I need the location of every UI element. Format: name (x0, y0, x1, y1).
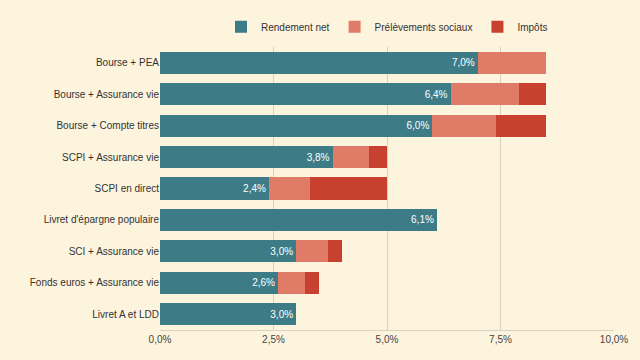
svg-text:Impôts: Impôts (517, 22, 547, 33)
svg-text:10,0%: 10,0% (600, 334, 628, 345)
svg-text:SCPI en direct: SCPI en direct (95, 183, 160, 194)
svg-text:SCPI + Assurance vie: SCPI + Assurance vie (62, 152, 159, 163)
svg-text:2,5%: 2,5% (262, 334, 285, 345)
svg-text:0,0%: 0,0% (149, 334, 172, 345)
svg-text:3,8%: 3,8% (307, 152, 330, 163)
svg-text:Bourse + Compte titres: Bourse + Compte titres (56, 120, 159, 131)
svg-text:2,4%: 2,4% (243, 183, 266, 194)
svg-text:6,0%: 6,0% (406, 120, 429, 131)
svg-text:3,0%: 3,0% (270, 246, 293, 257)
svg-text:Livret d'épargne populaire: Livret d'épargne populaire (44, 214, 160, 225)
svg-text:Bourse + PEA: Bourse + PEA (96, 57, 159, 68)
svg-text:7,5%: 7,5% (489, 334, 512, 345)
svg-text:5,0%: 5,0% (376, 334, 399, 345)
svg-text:6,4%: 6,4% (425, 89, 448, 100)
svg-text:7,0%: 7,0% (452, 57, 475, 68)
svg-text:Rendement net: Rendement net (261, 22, 330, 33)
svg-text:2,6%: 2,6% (252, 277, 275, 288)
svg-text:SCI + Assurance vie: SCI + Assurance vie (69, 246, 160, 257)
svg-text:Fonds euros + Assurance vie: Fonds euros + Assurance vie (30, 277, 160, 288)
svg-text:6,1%: 6,1% (411, 214, 434, 225)
svg-text:Livret A et LDD: Livret A et LDD (92, 309, 159, 320)
svg-text:Prélèvements sociaux: Prélèvements sociaux (375, 22, 473, 33)
svg-text:Bourse + Assurance vie: Bourse + Assurance vie (54, 89, 160, 100)
svg-text:3,0%: 3,0% (270, 309, 293, 320)
